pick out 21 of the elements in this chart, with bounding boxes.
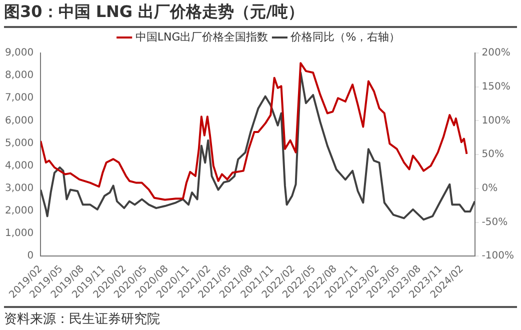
y-tick-label: 3,000 bbox=[4, 183, 34, 194]
y-tick-label: 4,000 bbox=[4, 160, 34, 172]
y-tick-label: 7,000 bbox=[4, 92, 34, 104]
y-tick-label: 8,000 bbox=[4, 70, 34, 82]
y2-tick-label: 0% bbox=[482, 183, 498, 194]
y2-tick-label: -100% bbox=[482, 250, 514, 262]
text: 资料来源：民生证券研究院 bbox=[4, 306, 517, 328]
y2-tick-label: 150% bbox=[482, 81, 510, 92]
legend-label: 价格同比（%，右轴） bbox=[290, 30, 400, 44]
chart-title: 图30：中国 LNG 出厂价格走势（元/吨） bbox=[4, 2, 517, 28]
y-tick-label: 1,000 bbox=[4, 228, 34, 240]
y-tick-label: 0 bbox=[27, 250, 34, 262]
y2-tick-label: -50% bbox=[482, 216, 508, 228]
legend-label: 中国LNG出厂价格全国指数 bbox=[135, 30, 268, 44]
y-tick-label: 6,000 bbox=[4, 115, 34, 126]
y-tick-label: 5,000 bbox=[4, 138, 34, 149]
y-tick-label: 2,000 bbox=[4, 206, 34, 217]
y2-tick-label: 100% bbox=[482, 115, 510, 126]
y2-tick-label: 50% bbox=[482, 149, 504, 160]
y2-tick-label: 200% bbox=[482, 48, 510, 59]
y-tick-label: 9,000 bbox=[4, 48, 34, 59]
